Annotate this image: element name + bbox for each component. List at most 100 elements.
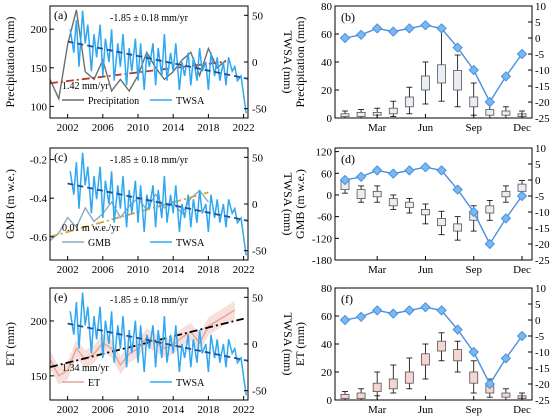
left-tick-label: 60 xyxy=(321,168,333,180)
panel-letter: (f) xyxy=(341,292,353,306)
gmb-series-0 xyxy=(49,189,209,242)
panel-c: -0.6 -0.4 -0.2 -50 0 50 2002 2006 2010 2014 2018 20… xyxy=(3,147,295,276)
twsa-series-2 xyxy=(69,292,247,396)
x-tick-label: Mar xyxy=(368,264,387,276)
y-axis-label: ET (mm) xyxy=(293,322,307,366)
box xyxy=(404,371,414,384)
right-tick-label: -50 xyxy=(252,386,267,398)
left-tick-label: 0 xyxy=(327,190,333,202)
box xyxy=(421,209,430,216)
right-tick-label: -5 xyxy=(535,191,545,203)
left-tick-label: -0.2 xyxy=(30,155,47,167)
twsa-diamond-marker xyxy=(484,96,496,108)
twsa-trend-annotation: -1.85 ± 0.18 mm/yr xyxy=(110,295,189,306)
right-tick-label: 10 xyxy=(535,283,547,295)
x-tick-label: 2002 xyxy=(57,122,79,134)
twsa-diamond-marker xyxy=(371,23,383,34)
box xyxy=(453,223,463,232)
box xyxy=(372,190,382,198)
x-tick-label: 2002 xyxy=(57,404,79,416)
twsa-diamond-marker xyxy=(355,171,367,183)
right-tick-label: -10 xyxy=(535,347,550,359)
panel-f: 0 20 40 60 80 -25 -20 -15 -10 -5 0 5 10 Mar Jun Sep Dec E… xyxy=(293,283,550,416)
panel-a: 100 150 200 -50 0 50 2002 2006 2010 2014 2018 2022 P… xyxy=(3,5,295,134)
panel-d: -180 -120 -60 0 60 120 -25 -20 -15 -10 -5 0 5 10 Mar Ju… xyxy=(293,143,550,276)
box xyxy=(501,392,511,398)
right-tick-label: -25 xyxy=(535,113,550,125)
x-tick-label: Dec xyxy=(513,122,531,134)
x-tick-label: 2006 xyxy=(92,122,115,134)
x-tick-label: 2018 xyxy=(197,404,220,416)
right-tick-label: 0 xyxy=(535,315,541,327)
left-tick-label: -0.6 xyxy=(30,232,48,244)
x-tick-label: Sep xyxy=(465,122,482,134)
right-tick-label: -20 xyxy=(535,97,550,109)
twsa-diamond-marker xyxy=(371,165,383,176)
y-axis-label: GMB (m w.e.) xyxy=(293,169,307,239)
variable-trend-annotation: 1.34 mm/yr xyxy=(62,363,109,374)
right-tick-label: -10 xyxy=(535,65,550,77)
twsa-diamond-marker xyxy=(500,71,512,82)
plot-frame xyxy=(334,5,533,119)
x-tick-label: Sep xyxy=(465,404,482,416)
legend-label: ET xyxy=(88,378,100,389)
x-tick-label: Mar xyxy=(368,122,387,134)
right-tick-label: -15 xyxy=(535,363,550,375)
right-tick-label: -50 xyxy=(252,104,267,116)
left-tick-label: 0 xyxy=(327,395,333,407)
twsa-diamond-marker xyxy=(420,301,431,313)
right-tick-label: 5 xyxy=(535,299,541,311)
box xyxy=(421,353,430,366)
right-tick-label: -20 xyxy=(535,239,550,251)
x-tick-label: Dec xyxy=(513,264,531,276)
left-tick-label: 150 xyxy=(31,371,48,383)
y-axis-label: ET (mm) xyxy=(3,322,17,366)
box xyxy=(356,189,366,199)
box xyxy=(437,218,446,227)
box xyxy=(437,64,446,84)
x-tick-label: 2018 xyxy=(197,122,220,134)
twsa-diamond-marker xyxy=(388,168,399,179)
box xyxy=(404,201,414,209)
box xyxy=(388,107,398,115)
x-tick-label: 2010 xyxy=(127,264,150,276)
x-tick-label: 2006 xyxy=(92,404,115,416)
x-tick-label: 2018 xyxy=(197,264,220,276)
x-tick-label: 2006 xyxy=(92,264,115,276)
twsa-diamond-marker xyxy=(436,23,447,34)
right-tick-label: 10 xyxy=(535,143,547,155)
legend-label: Precipitation xyxy=(88,96,139,107)
legend-label: TWSA xyxy=(176,378,205,389)
box xyxy=(421,75,430,91)
right-tick-label: -20 xyxy=(535,379,550,391)
twsa-diamond-marker xyxy=(452,42,463,53)
box xyxy=(340,393,350,399)
twsa-diamond-marker xyxy=(484,378,496,390)
right-tick-label: -15 xyxy=(535,81,550,93)
twsa-diamond-marker xyxy=(339,32,351,44)
plot-frame xyxy=(334,287,533,401)
right-tick-label: -10 xyxy=(535,207,550,219)
y-axis-label: GMB (m w.e.) xyxy=(3,169,17,239)
twsa-series-2 xyxy=(69,10,247,114)
panel-letter: (d) xyxy=(341,152,355,166)
legend-label: GMB xyxy=(88,238,111,249)
panel-letter: (b) xyxy=(341,10,355,24)
twsa-diamond-marker xyxy=(388,26,399,37)
x-tick-label: Jun xyxy=(418,264,434,276)
panel-e: 150 200 -50 0 50 2002 2006 2010 2014 2018 2022 ET (… xyxy=(3,287,295,416)
box xyxy=(356,112,366,118)
y2-axis-label: TWSA (mm) xyxy=(281,313,295,376)
twsa-diamond-marker xyxy=(468,206,479,218)
trend-series-3 xyxy=(67,322,249,362)
left-tick-label: 0 xyxy=(327,113,333,125)
x-tick-label: Jun xyxy=(418,122,434,134)
left-tick-label: -0.4 xyxy=(30,193,48,205)
variable-trend-annotation: 1.42 mm/yr xyxy=(62,81,109,92)
left-tick-label: 20 xyxy=(321,85,333,97)
box xyxy=(469,96,479,108)
twsa-diamond-marker xyxy=(516,190,528,202)
x-tick-label: 2014 xyxy=(162,122,185,134)
box xyxy=(388,198,398,207)
